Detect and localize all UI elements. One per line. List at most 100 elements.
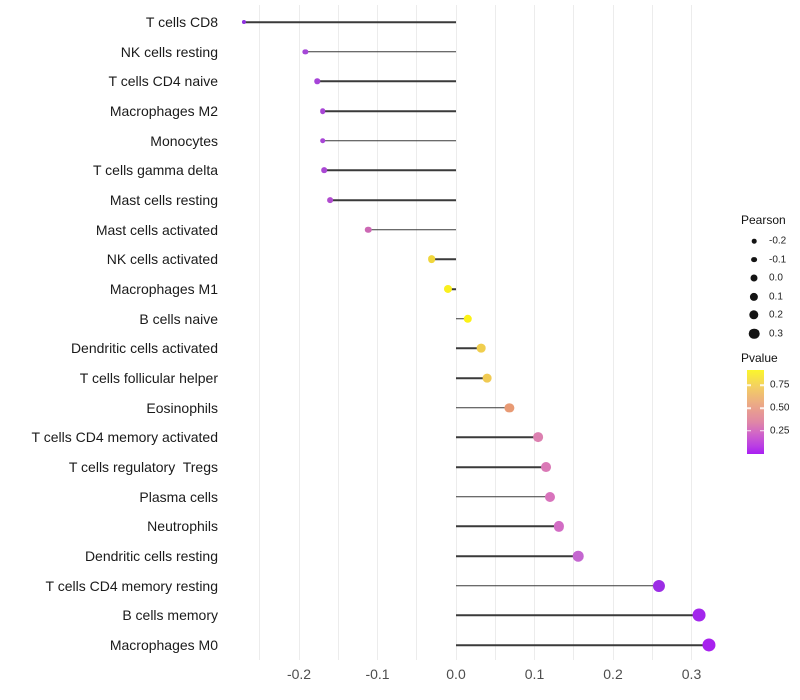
size-legend-label: 0.1 (769, 291, 783, 302)
lollipop-stick (322, 110, 456, 112)
lollipop-dot (533, 432, 544, 443)
lollipop-stick (322, 139, 456, 142)
lollipop-stick (456, 644, 709, 646)
category-label: NK cells activated (106, 251, 218, 268)
lollipop-dot (427, 255, 436, 264)
size-legend-dot (749, 310, 759, 320)
gridline (494, 5, 496, 660)
colorbar-tick (747, 407, 751, 409)
lollipop-dot (541, 462, 552, 472)
lollipop-stick (317, 80, 456, 83)
colorbar-tick (760, 407, 764, 409)
size-legend-dot (751, 238, 757, 244)
lollipop-stick (368, 228, 456, 231)
category-label: Macrophages M1 (109, 281, 218, 297)
lollipop-stick (456, 406, 510, 409)
lollipop-dot (463, 314, 472, 323)
lollipop-dot (573, 550, 584, 562)
lollipop-dot (319, 137, 326, 144)
gridline (612, 5, 614, 660)
lollipop-stick (456, 347, 482, 350)
lollipop-dot (476, 343, 486, 353)
colorbar-tick (760, 429, 764, 432)
size-legend-dot (748, 328, 760, 339)
colorbar-label: 0.75 (770, 379, 790, 391)
colorbar-label: 0.25 (770, 425, 790, 436)
lollipop-dot (319, 108, 326, 114)
lollipop-stick (456, 525, 559, 528)
x-tick-label: -0.2 (286, 666, 312, 682)
lollipop-dot (504, 403, 514, 413)
size-legend-label: 0.0 (769, 272, 783, 284)
lollipop-dot (482, 373, 492, 383)
gridline (691, 5, 692, 660)
colorbar-label: 0.50 (770, 402, 790, 414)
category-label: T cells gamma delta (92, 162, 218, 179)
x-tick-label: -0.1 (365, 666, 390, 682)
lollipop-dot (314, 78, 320, 85)
category-label: Mast cells activated (95, 221, 218, 238)
lollipop-dot (444, 284, 453, 294)
category-label: Mast cells resting (109, 192, 218, 208)
color-legend-title: Pvalue (741, 351, 778, 365)
lollipop-dot (364, 226, 372, 233)
category-label: T cells CD4 memory resting (45, 577, 218, 594)
size-legend-title: Pearson (741, 213, 786, 227)
gridline (377, 5, 378, 660)
lollipop-dot (652, 579, 665, 592)
gridline (534, 5, 535, 660)
category-label: T cells follicular helper (79, 370, 218, 386)
lollipop-stick (456, 377, 488, 379)
colorbar-tick (760, 384, 764, 386)
category-label: T cells CD4 naive (108, 73, 218, 90)
lollipop-stick (456, 614, 700, 617)
gridline (416, 5, 418, 660)
lollipop-dot (702, 638, 716, 652)
colorbar-tick (747, 429, 751, 432)
lollipop-stick (431, 258, 456, 261)
gridline (455, 5, 457, 660)
lollipop-dot (545, 491, 556, 502)
category-label: T cells CD4 memory activated (31, 429, 218, 446)
gridline (651, 5, 653, 660)
x-tick-label: 0.2 (603, 666, 623, 682)
lollipop-stick (456, 584, 659, 587)
lollipop-stick (456, 495, 551, 498)
lollipop-dot (327, 197, 334, 203)
lollipop-stick (456, 466, 547, 468)
lollipop-stick (330, 199, 456, 201)
size-legend-label: -0.1 (769, 254, 787, 265)
category-label: B cells memory (122, 607, 218, 624)
lollipop-stick (456, 555, 579, 557)
size-legend-dot (749, 292, 759, 301)
gridline (573, 5, 575, 660)
x-tick-label: 0.3 (681, 666, 702, 682)
category-label: T cells regulatory Tregs (68, 459, 218, 475)
category-label: Dendritic cells resting (84, 548, 218, 564)
size-legend-label: 0.3 (769, 328, 783, 339)
lollipop-dot (302, 49, 308, 55)
lollipop-stick (324, 169, 456, 172)
size-legend-label: -0.2 (769, 235, 787, 247)
size-legend-dot (750, 274, 758, 282)
lollipop-dot (553, 521, 564, 532)
gridline (337, 5, 339, 660)
lollipop-dot (692, 608, 706, 622)
gridline (259, 5, 261, 660)
size-legend-label: 0.2 (769, 309, 783, 321)
lollipop-stick (244, 21, 456, 23)
gridline (298, 5, 300, 660)
category-label: Monocytes (150, 132, 218, 149)
category-label: Dendritic cells activated (70, 340, 218, 357)
category-label: Eosinophils (146, 399, 218, 416)
pvalue-colorbar (747, 370, 764, 454)
size-legend-dot (751, 256, 757, 263)
category-label: Macrophages M2 (109, 103, 218, 119)
colorbar-tick (747, 384, 751, 386)
lollipop-dot (321, 167, 327, 174)
category-label: Macrophages M0 (109, 637, 218, 653)
category-label: T cells CD8 (145, 14, 218, 30)
lollipop-dot (242, 19, 247, 25)
category-label: B cells naive (139, 310, 218, 327)
